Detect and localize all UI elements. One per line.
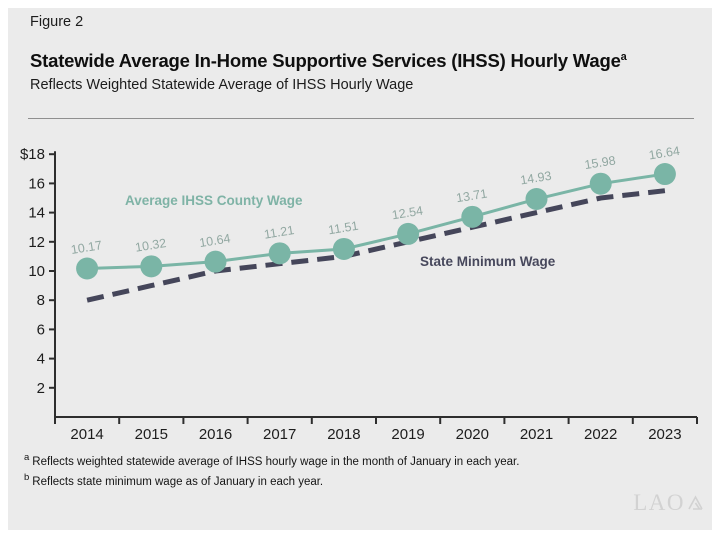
- footnote-a: a Reflects weighted statewide average of …: [24, 452, 519, 468]
- figure-subtitle: Reflects Weighted Statewide Average of I…: [30, 77, 414, 93]
- lao-logo-text: LAO: [633, 490, 685, 515]
- footnote-a-text: Reflects weighted statewide average of I…: [32, 455, 520, 468]
- title-footnote-marker: a: [620, 50, 627, 63]
- footnote-b-marker: b: [24, 472, 30, 483]
- title-divider: [28, 118, 694, 119]
- lao-logo-bear-glyph: [688, 495, 703, 510]
- figure-number: Figure 2: [30, 14, 84, 30]
- figure-title: Statewide Average In-Home Supportive Ser…: [30, 50, 627, 72]
- figure-title-text: Statewide Average In-Home Supportive Ser…: [30, 50, 621, 71]
- footnote-b: b Reflects state minimum wage as of Janua…: [24, 472, 323, 488]
- footnote-b-text: Reflects state minimum wage as of Januar…: [32, 475, 324, 488]
- footnote-a-marker: a: [24, 452, 30, 463]
- lao-logo: LAO: [633, 490, 704, 516]
